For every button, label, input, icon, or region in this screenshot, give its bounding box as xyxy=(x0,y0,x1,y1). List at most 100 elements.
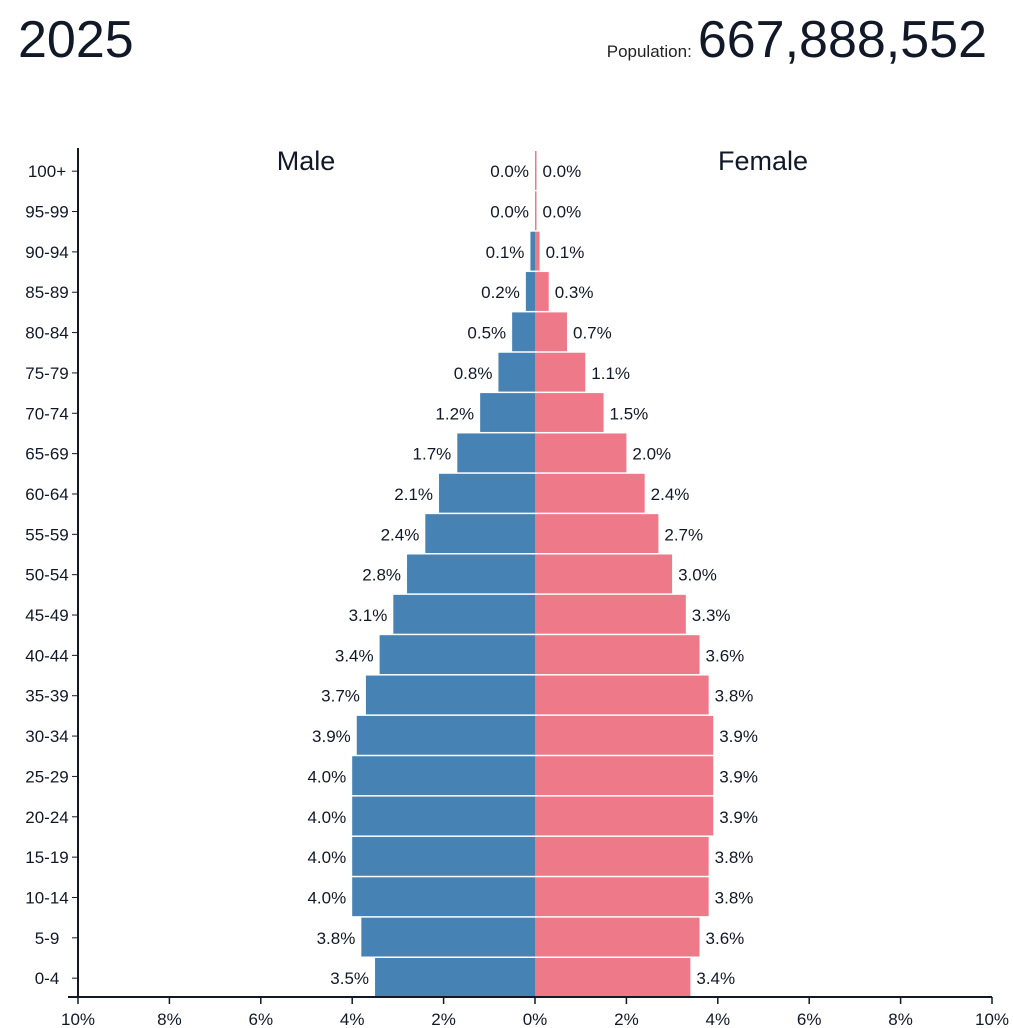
male-value-label-70-74: 1.2% xyxy=(435,404,474,423)
age-group-label-60-64: 60-64 xyxy=(25,485,68,504)
age-group-label-55-59: 55-59 xyxy=(25,525,68,544)
age-group-label-20-24: 20-24 xyxy=(25,808,68,827)
male-bar-90-94 xyxy=(530,231,535,271)
female-bar-0-4 xyxy=(535,958,691,997)
age-group-label-65-69: 65-69 xyxy=(25,445,68,464)
x-tick-label: 8% xyxy=(888,1010,913,1028)
female-value-label-15-19: 3.8% xyxy=(715,848,754,867)
age-group-label-75-79: 75-79 xyxy=(25,364,68,383)
male-value-label-10-14: 4.0% xyxy=(307,888,346,907)
x-tick-label: 2% xyxy=(431,1010,456,1028)
male-bar-35-39 xyxy=(365,675,535,715)
x-tick-label: 10% xyxy=(61,1010,95,1028)
female-bar-5-9 xyxy=(535,917,700,957)
male-bar-40-44 xyxy=(379,635,535,675)
population-value: 667,888,552 xyxy=(697,11,987,69)
female-bar-40-44 xyxy=(535,635,700,675)
female-value-label-75-79: 1.1% xyxy=(591,364,630,383)
bars-layer xyxy=(352,151,714,997)
age-group-label-80-84: 80-84 xyxy=(25,324,68,343)
female-bar-75-79 xyxy=(535,352,586,392)
male-value-label-5-9: 3.8% xyxy=(317,929,356,948)
age-group-label-10-14: 10-14 xyxy=(25,888,68,907)
male-bar-60-64 xyxy=(439,473,535,513)
x-tick-label: 6% xyxy=(797,1010,822,1028)
male-series-label: Male xyxy=(277,146,336,176)
age-group-label-95-99: 95-99 xyxy=(25,203,68,222)
x-tick-label: 6% xyxy=(249,1010,274,1028)
female-value-label-25-29: 3.9% xyxy=(719,767,758,786)
x-tick-label: 0% xyxy=(523,1010,548,1028)
male-value-label-85-89: 0.2% xyxy=(481,283,520,302)
female-bar-30-34 xyxy=(535,715,714,755)
female-value-label-100+: 0.0% xyxy=(543,162,582,181)
age-group-label-50-54: 50-54 xyxy=(25,566,68,585)
age-group-label-90-94: 90-94 xyxy=(25,243,68,262)
male-bar-65-69 xyxy=(457,433,535,473)
female-bar-50-54 xyxy=(535,554,673,594)
population-summary: Population: 667,888,552 xyxy=(607,8,987,72)
female-bar-45-49 xyxy=(535,594,686,634)
female-bar-90-94 xyxy=(535,231,540,271)
x-tick-label: 10% xyxy=(975,1010,1009,1028)
female-value-label-5-9: 3.6% xyxy=(706,929,745,948)
female-bar-15-19 xyxy=(535,836,709,876)
female-value-label-90-94: 0.1% xyxy=(546,243,585,262)
x-tick-label: 4% xyxy=(706,1010,731,1028)
year-title: 2025 xyxy=(18,11,134,69)
value-labels-layer: 0.0% 0.0% 0.0% 0.0% 0.1% 0.1% 0.2% 0.3% 0.5% 0.7%… xyxy=(277,146,808,988)
male-value-label-75-79: 0.8% xyxy=(454,364,493,383)
female-bar-60-64 xyxy=(535,473,645,513)
male-bar-20-24 xyxy=(352,796,535,836)
male-value-label-40-44: 3.4% xyxy=(335,646,374,665)
female-value-label-10-14: 3.8% xyxy=(715,888,754,907)
female-value-label-95-99: 0.0% xyxy=(543,203,582,222)
female-series-label: Female xyxy=(718,146,808,176)
female-value-label-40-44: 3.6% xyxy=(706,646,745,665)
female-value-label-65-69: 2.0% xyxy=(632,445,671,464)
age-group-label-25-29: 25-29 xyxy=(25,767,68,786)
male-bar-15-19 xyxy=(352,836,535,876)
male-bar-30-34 xyxy=(356,715,535,755)
female-bar-80-84 xyxy=(535,312,567,352)
male-bar-0-4 xyxy=(375,958,535,997)
age-group-label-70-74: 70-74 xyxy=(25,404,68,423)
age-group-label-15-19: 15-19 xyxy=(25,848,68,867)
female-value-label-20-24: 3.9% xyxy=(719,808,758,827)
male-value-label-0-4: 3.5% xyxy=(330,969,369,988)
age-group-label-100+: 100+ xyxy=(28,162,66,181)
male-value-label-25-29: 4.0% xyxy=(307,767,346,786)
age-group-label-5-9: 5-9 xyxy=(35,929,60,948)
female-value-label-50-54: 3.0% xyxy=(678,566,717,585)
male-value-label-30-34: 3.9% xyxy=(312,727,351,746)
male-value-label-55-59: 2.4% xyxy=(381,525,420,544)
female-value-label-80-84: 0.7% xyxy=(573,324,612,343)
male-bar-50-54 xyxy=(407,554,535,594)
male-bar-10-14 xyxy=(352,877,535,917)
female-bar-35-39 xyxy=(535,675,709,715)
female-bar-70-74 xyxy=(535,393,604,432)
female-value-label-60-64: 2.4% xyxy=(651,485,690,504)
female-bar-20-24 xyxy=(535,796,714,836)
female-bar-95-99 xyxy=(535,191,537,231)
male-value-label-90-94: 0.1% xyxy=(486,243,525,262)
female-bar-25-29 xyxy=(535,756,714,796)
axes-layer: 100+ 95-99 90-94 85-89 80-84 75-79 70-74 65-69 6… xyxy=(25,148,1009,1028)
male-value-label-35-39: 3.7% xyxy=(321,687,360,706)
male-value-label-95-99: 0.0% xyxy=(490,203,529,222)
female-value-label-35-39: 3.8% xyxy=(715,687,754,706)
male-bar-25-29 xyxy=(352,756,535,796)
male-bar-70-74 xyxy=(480,393,535,432)
male-value-label-60-64: 2.1% xyxy=(394,485,433,504)
x-tick-label: 8% xyxy=(157,1010,182,1028)
male-bar-85-89 xyxy=(525,272,535,311)
male-value-label-15-19: 4.0% xyxy=(307,848,346,867)
female-bar-85-89 xyxy=(535,272,549,311)
age-group-label-30-34: 30-34 xyxy=(25,727,68,746)
female-value-label-55-59: 2.7% xyxy=(664,525,703,544)
age-group-label-40-44: 40-44 xyxy=(25,646,68,665)
male-bar-55-59 xyxy=(425,514,535,553)
x-tick-label: 4% xyxy=(340,1010,365,1028)
female-value-label-45-49: 3.3% xyxy=(692,606,731,625)
